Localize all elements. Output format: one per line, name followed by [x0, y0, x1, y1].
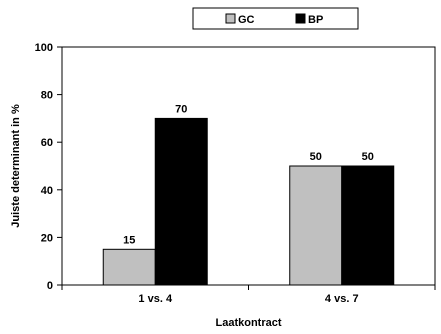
y-tick-label: 20: [41, 232, 53, 244]
data-label: 50: [362, 151, 374, 163]
x-axis-title: Laatkontract: [215, 317, 281, 329]
bar-gc: [102, 248, 156, 286]
y-tick-label: 60: [41, 137, 53, 149]
y-axis-title: Juiste determinant in %: [10, 104, 22, 228]
data-label: 50: [310, 151, 322, 163]
data-label: 15: [123, 234, 135, 246]
bar-bp: [341, 165, 395, 286]
bar-gc: [289, 165, 343, 286]
data-labels: 15 70 50 50: [123, 103, 374, 246]
legend-box: [192, 7, 359, 30]
legend-swatch-gc: [225, 13, 236, 24]
data-label: 70: [175, 103, 187, 115]
y-tick-label: 0: [47, 280, 53, 292]
y-tick-label: 80: [41, 90, 53, 102]
x-tick-label: 1 vs. 4: [138, 293, 173, 305]
y-tick-label: 40: [41, 185, 53, 197]
y-tick-label: 100: [35, 42, 53, 54]
bars: [102, 117, 395, 286]
legend-label-bp: BP: [308, 14, 323, 26]
x-tick-label: 4 vs. 7: [325, 293, 359, 305]
legend-swatch-bp: [295, 13, 306, 24]
legend: GC BP: [192, 7, 359, 30]
legend-label-gc: GC: [238, 14, 255, 26]
bar-bp: [154, 117, 208, 286]
